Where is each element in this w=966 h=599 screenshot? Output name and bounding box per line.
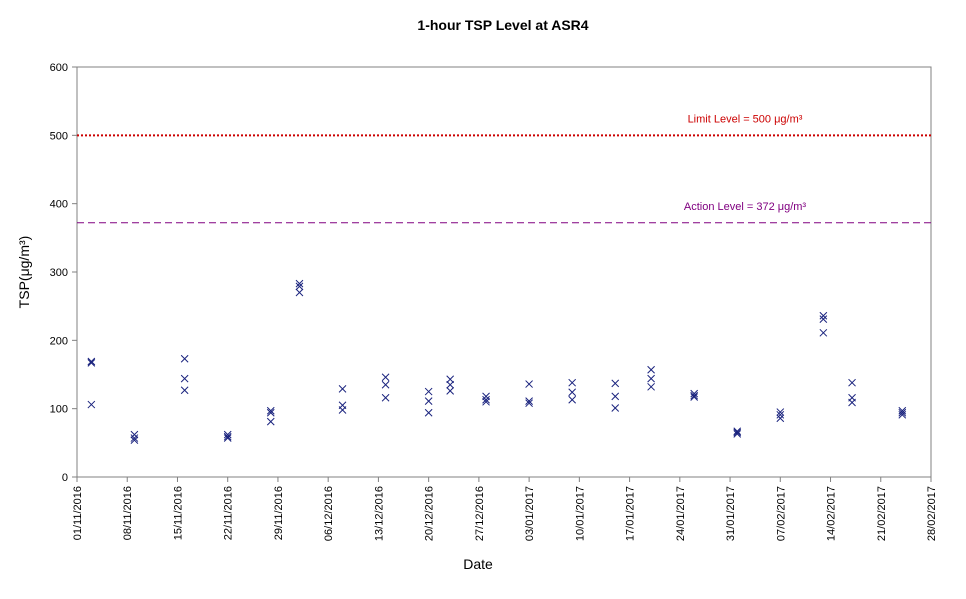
x-tick-label: 24/01/2017: [675, 486, 687, 541]
data-point: [180, 374, 189, 383]
x-axis-label: Date: [463, 556, 493, 572]
data-point: [611, 392, 620, 401]
data-point: [424, 408, 433, 417]
data-point: [611, 379, 620, 388]
data-point: [898, 410, 907, 419]
data-point: [690, 389, 699, 398]
data-point: [611, 404, 620, 412]
x-tick-label: 06/12/2016: [323, 486, 335, 541]
data-point: [733, 428, 742, 437]
data-point: [295, 279, 304, 288]
data-point: [568, 395, 577, 404]
x-tick-label: 07/02/2017: [775, 486, 787, 541]
x-tick-label: 22/11/2016: [223, 486, 235, 540]
data-points: [87, 279, 907, 444]
data-point: [87, 359, 96, 367]
x-axis: 01/11/2016 08/11/2016 15/11/2016 22/11/2016…: [72, 477, 938, 541]
plot-area: [76, 66, 932, 478]
y-tick-label: 200: [50, 335, 68, 347]
data-point: [525, 397, 533, 406]
data-point: [776, 408, 785, 416]
data-point: [647, 365, 655, 374]
x-tick-label: 15/11/2016: [172, 486, 184, 540]
data-point: [223, 430, 232, 439]
x-tick-label: 17/01/2017: [625, 486, 637, 541]
x-tick-label: 21/02/2017: [876, 486, 888, 541]
y-tick-label: 400: [50, 199, 68, 211]
x-tick-label: 27/12/2016: [474, 486, 486, 541]
data-point: [647, 374, 655, 383]
data-point: [446, 380, 455, 389]
data-point: [690, 391, 699, 400]
data-point: [295, 282, 304, 291]
data-point: [130, 430, 139, 439]
data-point: [130, 436, 139, 444]
data-point: [848, 398, 856, 407]
data-point: [819, 315, 828, 324]
data-point: [525, 380, 533, 388]
x-tick-label: 08/11/2016: [122, 486, 134, 540]
x-tick-label: 28/02/2017: [926, 486, 938, 541]
data-point: [482, 395, 490, 404]
data-point: [776, 414, 785, 423]
data-point: [482, 397, 490, 406]
data-point: [338, 384, 347, 393]
data-point: [647, 382, 655, 391]
y-tick-label: 600: [50, 62, 68, 74]
data-point: [223, 432, 232, 441]
reference-line-label: Action Level = 372 μg/m³: [684, 201, 807, 213]
data-point: [776, 410, 785, 419]
y-axis: 0 100 200 300 400 500 600: [50, 62, 77, 484]
data-point: [898, 408, 907, 417]
x-tick-label: 31/01/2017: [725, 486, 737, 541]
data-point: [446, 387, 455, 395]
data-point: [482, 392, 490, 401]
data-point: [733, 427, 742, 436]
data-point: [87, 357, 96, 366]
y-tick-label: 500: [50, 130, 68, 142]
data-point: [266, 406, 275, 415]
data-point: [424, 387, 433, 396]
data-point: [180, 386, 189, 395]
data-point: [130, 434, 139, 442]
data-point: [266, 417, 275, 426]
data-point: [381, 373, 390, 382]
x-tick-label: 10/01/2017: [574, 486, 586, 541]
data-point: [381, 393, 390, 402]
y-tick-label: 0: [62, 472, 68, 484]
data-point: [525, 399, 533, 408]
data-point: [819, 328, 828, 337]
data-point: [223, 434, 232, 442]
x-tick-label: 14/02/2017: [826, 486, 838, 541]
data-point: [87, 400, 96, 409]
data-point: [568, 378, 577, 387]
x-tick-label: 20/12/2016: [424, 486, 436, 541]
data-point: [295, 288, 304, 297]
x-tick-label: 01/11/2016: [72, 486, 84, 540]
x-tick-label: 29/11/2016: [273, 486, 285, 540]
reference-lines: Limit Level = 500 μg/m³ Action Level = 37…: [77, 113, 931, 224]
data-point: [568, 388, 577, 397]
data-point: [819, 311, 828, 320]
data-point: [180, 354, 189, 363]
x-tick-label: 13/12/2016: [373, 486, 385, 541]
x-tick-label: 03/01/2017: [524, 486, 536, 541]
y-tick-label: 300: [50, 267, 68, 279]
y-tick-label: 100: [50, 404, 68, 416]
y-axis-label: TSP(μg/m³): [16, 236, 32, 309]
chart-title: 1-hour TSP Level at ASR4: [417, 17, 588, 33]
data-point: [338, 406, 347, 414]
data-point: [381, 380, 390, 389]
reference-line-label: Limit Level = 500 μg/m³: [688, 113, 803, 125]
data-point: [266, 408, 275, 417]
data-point: [690, 393, 699, 401]
data-point: [848, 378, 856, 387]
data-point: [424, 397, 433, 406]
data-point: [733, 430, 742, 438]
data-point: [446, 375, 455, 384]
